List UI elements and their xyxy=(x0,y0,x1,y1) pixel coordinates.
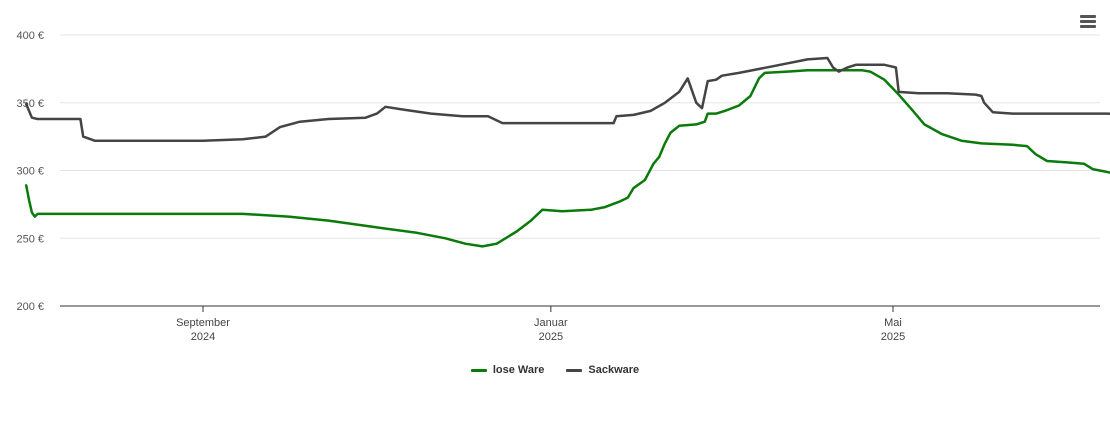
x-tick-month: Januar xyxy=(534,317,568,329)
legend-label-sackware: Sackware xyxy=(588,364,640,376)
y-tick-label: 300 € xyxy=(16,166,44,178)
legend-item-lose-ware[interactable]: lose Ware xyxy=(470,364,545,376)
series-line-lose-ware xyxy=(24,68,1110,248)
y-tick-label: 200 € xyxy=(16,301,44,313)
x-tick-month: September xyxy=(176,317,230,329)
gridlines xyxy=(60,34,1100,239)
x-tick-year: 2025 xyxy=(881,331,905,343)
x-tick-month: Mai xyxy=(884,317,902,329)
legend: lose Ware Sackware xyxy=(0,364,1110,376)
y-tick-label: 250 € xyxy=(16,233,44,245)
x-axis: September 2024 Januar 2025 Mai 2025 xyxy=(176,306,905,343)
y-axis: 200 € 250 € 300 € 350 € 400 € xyxy=(16,30,44,313)
x-tick-year: 2024 xyxy=(191,331,215,343)
legend-label-lose-ware: lose Ware xyxy=(492,364,545,376)
series-lines xyxy=(24,56,1110,248)
x-tick-year: 2025 xyxy=(539,331,563,343)
y-tick-label: 350 € xyxy=(16,98,44,110)
legend-item-sackware[interactable]: Sackware xyxy=(566,364,639,376)
legend-swatch-sackware xyxy=(566,368,583,372)
legend-swatch-lose-ware xyxy=(470,368,487,372)
y-tick-label: 400 € xyxy=(16,30,44,42)
series-line-sackware xyxy=(24,56,1110,142)
chart-menu-icon[interactable] xyxy=(1077,12,1099,32)
